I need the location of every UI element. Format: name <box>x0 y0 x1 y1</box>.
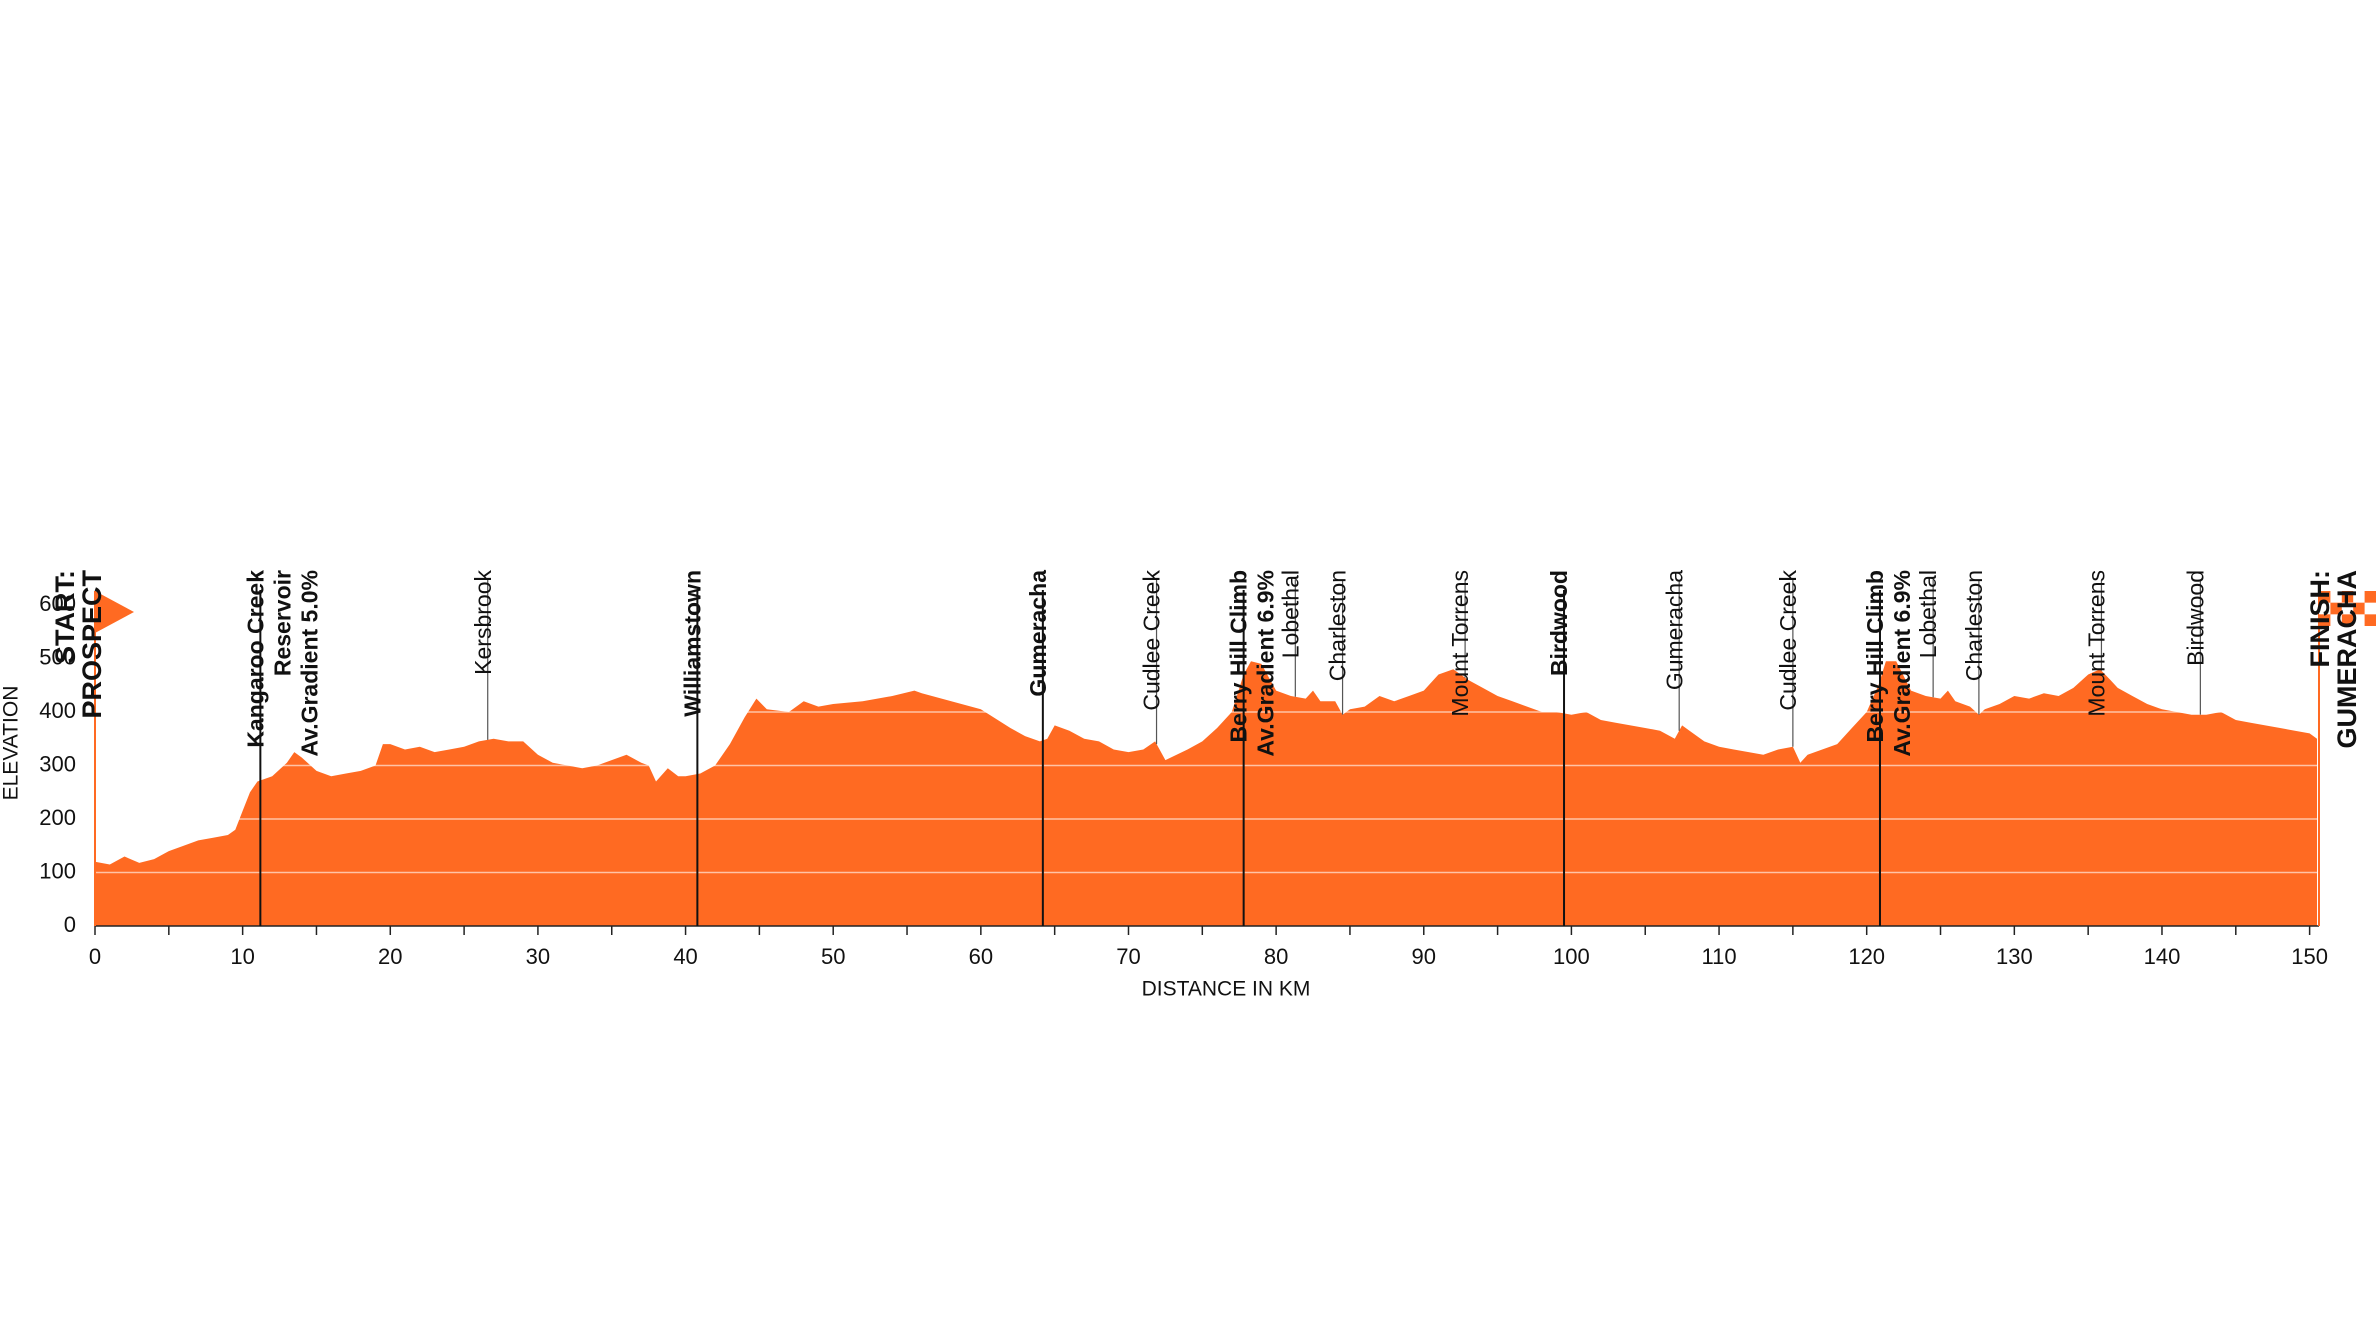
finish-flag-check <box>2353 614 2365 626</box>
y-tick-label: 400 <box>39 698 76 723</box>
waypoint-label: Cudlee Creek <box>1775 570 1801 711</box>
waypoint-label: Charleston <box>1961 570 1987 681</box>
y-tick-label: 100 <box>39 858 76 883</box>
x-tick-label: 130 <box>1996 944 2033 969</box>
waypoint-label: Kangaroo Creek <box>242 570 268 748</box>
waypoint-label: Birdwood <box>1546 570 1572 676</box>
waypoint-label: Gumeracha <box>1661 570 1687 690</box>
x-tick-label: 150 <box>2291 944 2328 969</box>
finish-flag-check <box>2353 591 2365 603</box>
y-tick-label: 600 <box>39 591 76 616</box>
waypoint-label: Av.Gradient 5.0% <box>296 570 322 757</box>
waypoint-label: Berry Hill Climb <box>1862 570 1888 743</box>
waypoint-label: Birdwood <box>2182 570 2208 666</box>
x-axis-label: DISTANCE IN KM <box>1142 978 1311 1001</box>
y-tick-label: 0 <box>64 912 76 937</box>
finish-flag-check <box>2330 614 2342 626</box>
y-axis-label: ELEVATION <box>0 686 23 801</box>
x-tick-label: 40 <box>673 944 697 969</box>
waypoint-label: FINISH: <box>2305 570 2335 668</box>
x-tick-label: 100 <box>1553 944 1590 969</box>
x-tick-label: 60 <box>969 944 993 969</box>
x-tick-label: 120 <box>1848 944 1885 969</box>
x-tick-label: 110 <box>1702 944 1737 969</box>
x-tick-label: 70 <box>1116 944 1140 969</box>
elevation-area <box>95 661 2317 926</box>
finish-flag-check <box>2341 602 2354 615</box>
waypoint-label: Av.Gradient 6.9% <box>1253 570 1279 757</box>
waypoint-label: Lobethal <box>1915 570 1941 658</box>
x-tick-label: 80 <box>1264 944 1288 969</box>
x-tick-label: 50 <box>821 944 845 969</box>
waypoint-label: Williamstown <box>679 570 705 717</box>
finish-flag-check <box>2319 602 2331 615</box>
waypoint-label: Charleston <box>1325 570 1351 681</box>
y-tick-label: 300 <box>39 751 76 776</box>
waypoint-label: Mount Torrens <box>1447 570 1473 717</box>
x-tick-label: 0 <box>89 944 101 969</box>
waypoint-label: Mount Torrens <box>2084 570 2110 717</box>
x-tick-label: 140 <box>2144 944 2181 969</box>
waypoint-label: Kersbrook <box>470 570 496 675</box>
waypoint-label: Gumeracha <box>1025 570 1051 697</box>
start-flag <box>95 591 134 633</box>
waypoint-label: START: <box>50 570 80 664</box>
waypoint-label: Av.Gradient 6.9% <box>1889 570 1915 757</box>
waypoint-label: Cudlee Creek <box>1139 570 1165 711</box>
x-tick-label: 90 <box>1412 944 1436 969</box>
y-tick-label: 200 <box>39 805 76 830</box>
waypoint-label: Reservoir <box>269 570 295 676</box>
y-tick-label: 500 <box>39 644 76 669</box>
finish-flag-check <box>2364 602 2376 615</box>
x-tick-label: 10 <box>230 944 254 969</box>
waypoint-label: GUMERACHA <box>2332 570 2362 749</box>
waypoint-label: Lobethal <box>1277 570 1303 658</box>
waypoint-label: PROSPECT <box>77 569 107 718</box>
x-tick-label: 20 <box>378 944 402 969</box>
finish-flag-check <box>2330 591 2342 603</box>
waypoint-label: Berry Hill Climb <box>1226 570 1252 743</box>
x-tick-label: 30 <box>526 944 550 969</box>
